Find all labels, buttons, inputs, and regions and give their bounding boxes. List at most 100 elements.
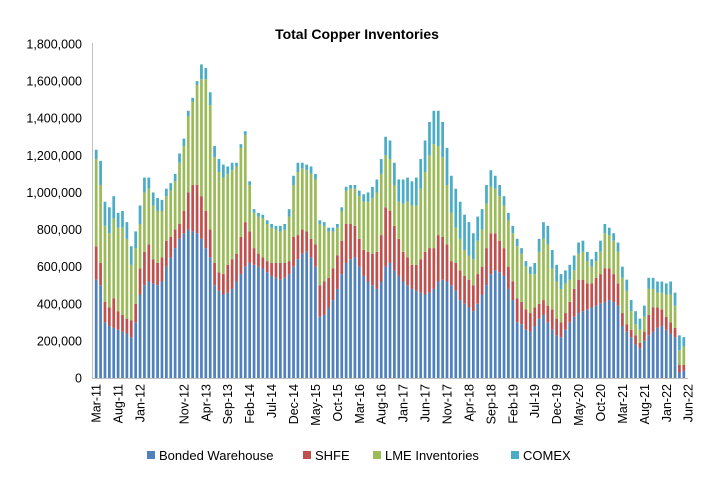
bar-segment-comex (305, 164, 309, 171)
bar-segment-bonded-warehouse (678, 372, 681, 378)
bar-segment-comex (327, 227, 330, 232)
bar-segment-bonded-warehouse (121, 331, 124, 378)
bar-segment-lme-inventories (305, 170, 309, 232)
bar-segment-comex (213, 146, 216, 158)
x-tick-label: Jul-14 (265, 384, 279, 418)
bar-segment-bonded-warehouse (261, 268, 265, 378)
legend-label: SHFE (315, 448, 350, 463)
bar-segment-comex (594, 251, 598, 262)
bar-segment-shfe (682, 365, 686, 371)
bar-segment-lme-inventories (292, 185, 295, 237)
bar-segment-shfe (222, 274, 225, 295)
bar-segment-comex (296, 162, 300, 173)
y-tick-label: 1,400,000 (26, 112, 82, 126)
bar-segment-lme-inventories (577, 253, 580, 280)
bar-segment-lme-inventories (590, 266, 594, 284)
bar-stacks (94, 64, 686, 378)
bar-segment-bonded-warehouse (651, 331, 655, 378)
bar-segment-comex (182, 138, 186, 147)
bar-segment-comex (143, 177, 146, 193)
bar-segment-lme-inventories (178, 162, 181, 224)
bar-segment-lme-inventories (603, 233, 607, 269)
bar-segment-bonded-warehouse (568, 322, 572, 378)
bar-segment-comex (186, 110, 190, 117)
bar-segment-shfe (292, 236, 295, 267)
bar-segment-bonded-warehouse (230, 288, 234, 378)
bar-segment-lme-inventories (309, 173, 313, 239)
bar-segment-bonded-warehouse (502, 275, 506, 378)
bar-segment-lme-inventories (107, 233, 111, 308)
bar-segment-comex (336, 223, 339, 228)
bar-segment-comex (660, 281, 664, 293)
bar-segment-lme-inventories (660, 292, 664, 310)
bar-segment-lme-inventories (366, 201, 370, 252)
bar-segment-bonded-warehouse (515, 322, 519, 378)
x-tick-label: Apr-13 (199, 384, 213, 422)
bar-segment-bonded-warehouse (419, 292, 423, 378)
bar-segment-comex (572, 255, 576, 271)
bar-segment-lme-inventories (318, 223, 322, 286)
bar-segment-bonded-warehouse (371, 285, 374, 378)
bar-segment-shfe (270, 262, 273, 276)
bar-segment-shfe (151, 259, 155, 284)
bar-segment-comex (634, 311, 637, 325)
bar-segment-bonded-warehouse (327, 307, 330, 378)
bar-segment-shfe (134, 303, 138, 323)
bar-segment-comex (428, 121, 431, 156)
y-tick-label: 1,000,000 (26, 186, 82, 200)
bar-segment-bonded-warehouse (621, 326, 624, 378)
bar-segment-shfe (629, 329, 633, 338)
bar-segment-shfe (160, 257, 164, 282)
bar-segment-shfe (204, 211, 208, 249)
bar-segment-bonded-warehouse (239, 274, 243, 378)
bar-segment-lme-inventories (542, 238, 545, 301)
bar-segment-shfe (305, 231, 309, 252)
bar-segment-lme-inventories (489, 186, 493, 234)
bar-segment-bonded-warehouse (542, 314, 545, 378)
x-tick-label: Feb-19 (506, 384, 520, 424)
x-axis-ticks: Mar-11 Aug-11 Jan-12 Nov-12 Apr-13 Sep-13 Feb-… (90, 384, 696, 426)
bar-segment-comex (375, 179, 379, 193)
bar-segment-bonded-warehouse (393, 270, 396, 378)
bar-segment-bonded-warehouse (379, 281, 383, 378)
bar-segment-comex (300, 162, 304, 169)
x-tick-label: Jan-12 (134, 384, 148, 422)
bar-segment-lme-inventories (682, 346, 686, 366)
bar-segment-bonded-warehouse (585, 309, 589, 378)
x-tick-label: Dec-14 (287, 384, 301, 424)
bar-segment-comex (393, 162, 396, 186)
bar-segment-comex (546, 225, 550, 245)
bar-segment-bonded-warehouse (265, 272, 269, 378)
bar-segment-lme-inventories (375, 192, 379, 252)
bar-segment-comex (384, 136, 387, 156)
bar-segment-lme-inventories (129, 264, 133, 321)
bar-segment-shfe (279, 262, 282, 280)
bar-segment-lme-inventories (550, 268, 554, 310)
bar-segment-comex (673, 292, 677, 306)
bar-segment-lme-inventories (651, 288, 655, 308)
bar-segment-bonded-warehouse (94, 279, 98, 378)
bar-segment-shfe (555, 318, 558, 336)
bar-segment-comex (169, 183, 173, 191)
bar-segment-bonded-warehouse (165, 266, 168, 378)
bar-segment-lme-inventories (410, 205, 414, 265)
legend-label: Bonded Warehouse (159, 448, 273, 463)
bar-segment-lme-inventories (204, 79, 208, 211)
bar-segment-comex (401, 179, 405, 204)
bar-segment-comex (314, 173, 317, 180)
bar-segment-comex (287, 209, 291, 217)
chart-title: Total Copper Inventories (275, 26, 439, 42)
bar-segment-bonded-warehouse (638, 348, 642, 378)
bar-segment-lme-inventories (112, 218, 116, 299)
bar-segment-shfe (577, 279, 580, 314)
bar-segment-lme-inventories (612, 240, 616, 275)
bar-segment-lme-inventories (156, 211, 159, 263)
bar-segment-lme-inventories (344, 190, 348, 224)
bar-segment-comex (599, 240, 602, 252)
bar-segment-lme-inventories (248, 185, 252, 232)
bar-segment-bonded-warehouse (235, 281, 238, 378)
bar-segment-shfe (533, 307, 537, 327)
bar-segment-bonded-warehouse (156, 285, 159, 378)
bar-segment-lme-inventories (165, 196, 168, 241)
bar-segment-comex (204, 68, 208, 80)
